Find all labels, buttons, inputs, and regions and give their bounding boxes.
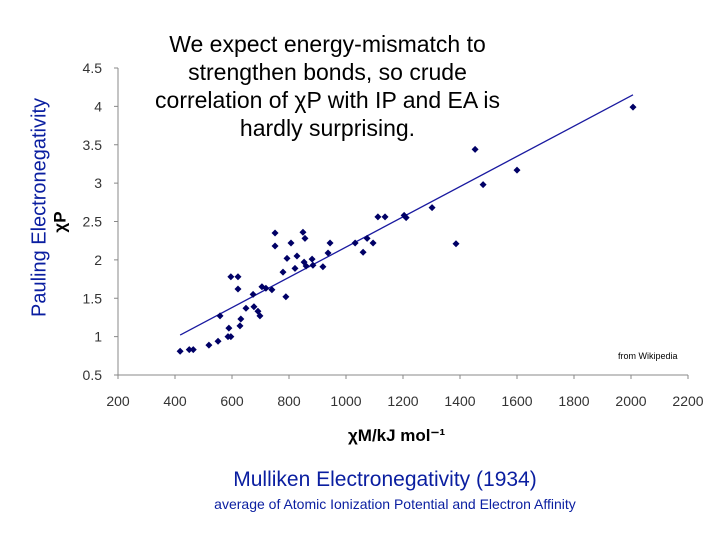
data-point [299,228,307,236]
data-point [249,290,257,298]
data-point [291,264,299,272]
data-point [271,229,279,237]
x-tick-label: 2000 [615,393,646,409]
x-tick-label: 1400 [444,393,475,409]
y-tick-label: 2.5 [83,214,103,230]
x-tick-label: 1000 [330,393,361,409]
data-point [363,234,371,242]
data-point [185,346,193,354]
data-point [237,315,245,323]
x-tick-label: 200 [106,393,130,409]
x-tick-label: 800 [277,393,301,409]
data-point [242,304,250,312]
y-tick-label: 3.5 [83,137,103,153]
data-point [301,234,309,242]
data-point [374,213,382,221]
data-point [513,166,521,174]
data-point [428,204,436,212]
y-tick-label: 1 [94,329,102,345]
x-tick-label: 1600 [501,393,532,409]
data-point [319,263,327,271]
y-tick-label: 0.5 [83,367,103,383]
data-point [227,273,235,281]
y-tick-label: 3 [94,175,102,191]
x-axis-label: χM/kJ mol⁻¹ [348,426,446,445]
data-point [629,103,637,111]
data-point [308,255,316,263]
data-point [282,293,290,301]
y-tick-label: 4 [94,98,102,114]
data-point [324,249,332,257]
data-point [402,214,410,222]
data-point [452,240,460,248]
data-point [205,341,213,349]
data-point [225,324,233,332]
x-tick-label: 400 [163,393,187,409]
y-tick-label: 1.5 [83,290,103,306]
caption: average of Atomic Ionization Potential a… [214,496,576,512]
outer-y-axis-label: Pauling Electronegativity [28,98,51,318]
data-point [271,242,279,250]
data-point [176,347,184,355]
data-point [216,312,224,320]
y-axis-label: χP [50,211,70,233]
data-point [236,322,244,330]
data-point [234,273,242,281]
x-tick-label: 1800 [558,393,589,409]
x-tick-label: 1200 [387,393,418,409]
data-point [279,268,287,276]
data-point [227,333,235,341]
data-point [234,285,242,293]
subtitle: Mulliken Electronegativity (1934) [233,468,537,491]
data-point [287,239,295,247]
x-tick-label: 2200 [672,393,703,409]
data-point [302,262,310,270]
data-point [189,346,197,354]
data-point [359,248,367,256]
y-tick-label: 4.5 [83,60,103,76]
data-point [250,303,258,311]
source-note: from Wikipedia [618,351,678,361]
slide-title: We expect energy-mismatch to strengthen … [155,31,500,141]
data-point [309,261,317,269]
data-point [369,239,377,247]
data-point [268,286,276,294]
data-point [283,254,291,262]
data-point [326,239,334,247]
data-point [351,239,359,247]
data-point [381,213,389,221]
data-point [479,181,487,189]
x-tick-label: 600 [220,393,244,409]
data-point [214,337,222,345]
y-tick-label: 2 [94,252,102,268]
data-point [471,145,479,153]
data-point [256,312,264,320]
data-point [293,252,301,260]
data-point [262,284,270,292]
